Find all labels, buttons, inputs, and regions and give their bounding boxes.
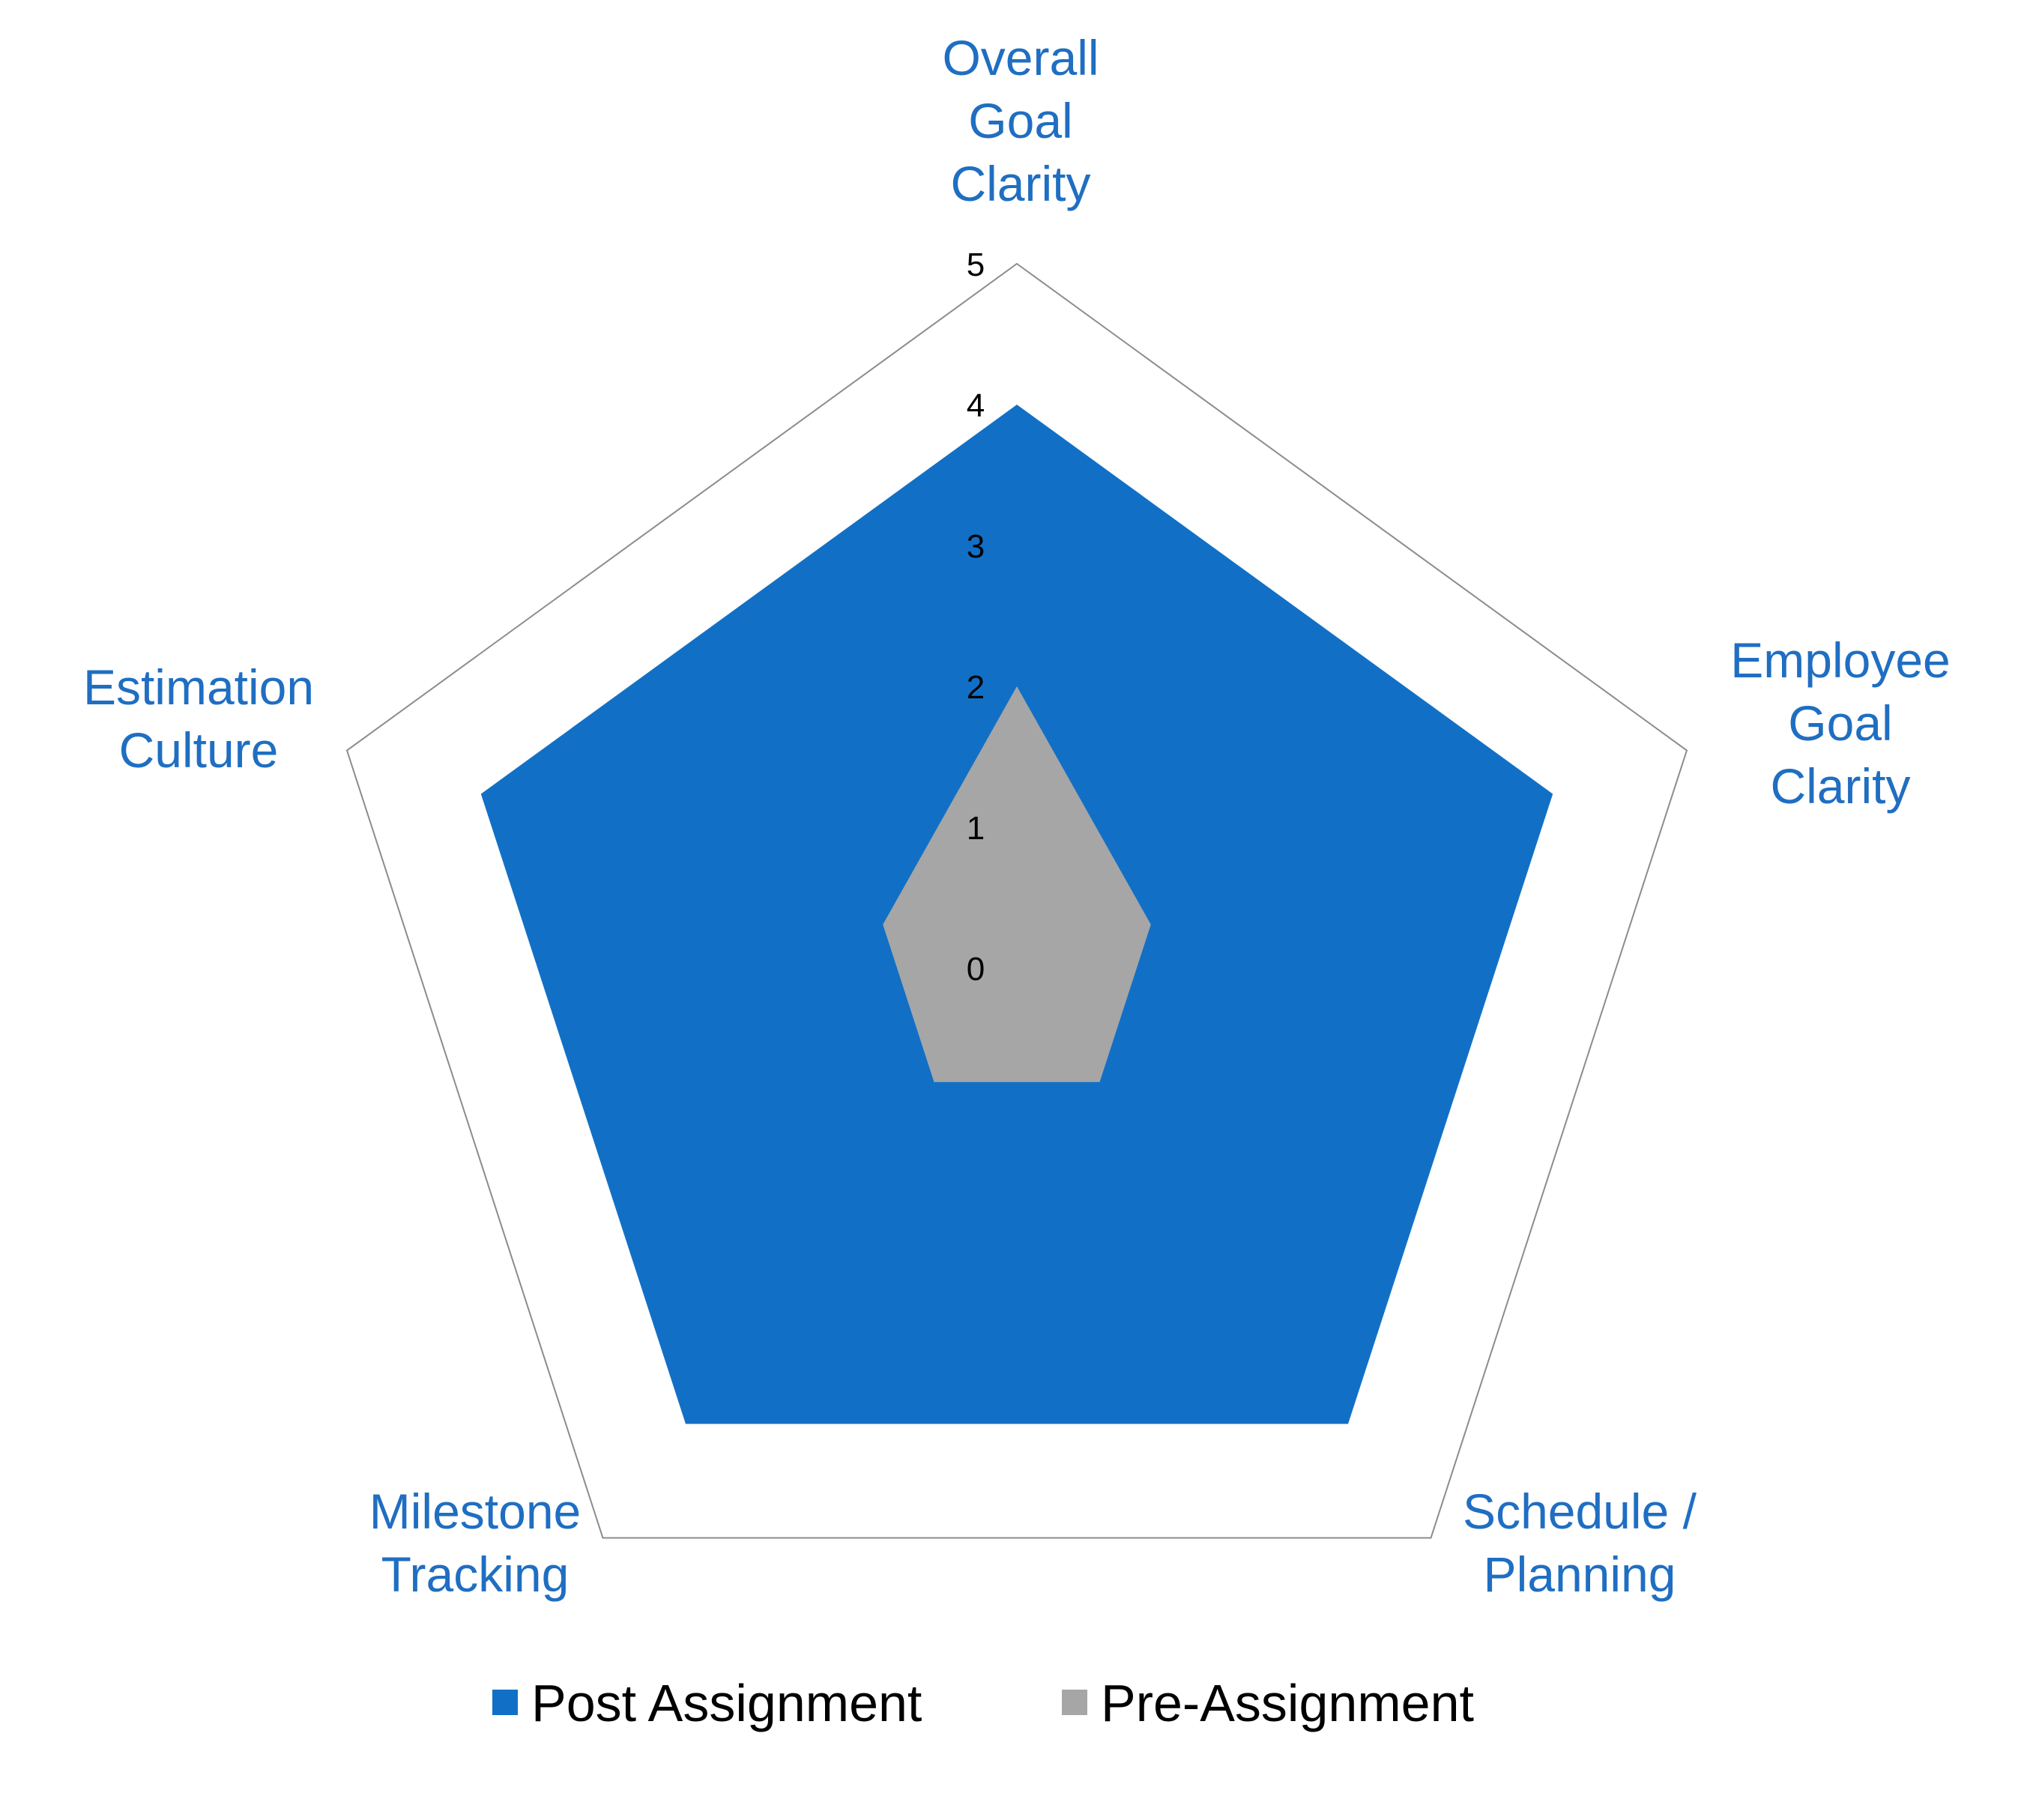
outer-grid-ring (345, 262, 1688, 1539)
tick-label-4: 4 (967, 387, 985, 424)
legend: Post Assignment Pre-Assignment (492, 1674, 1474, 1732)
series-layer (480, 405, 1553, 1424)
grid-layer (345, 262, 1688, 1539)
tick-label-5: 5 (967, 247, 985, 283)
legend-swatch-pre-assignment (1062, 1690, 1087, 1715)
tick-label-0: 0 (967, 951, 985, 988)
category-label-milestone-tracking: Milestone Tracking (369, 1484, 581, 1602)
series-area-pre-assignment (883, 686, 1151, 1083)
tick-label-2: 2 (967, 669, 985, 706)
legend-label-post-assignment: Post Assignment (531, 1674, 922, 1732)
category-label-employee-goal-clarity: Employee Goal Clarity (1730, 632, 1951, 814)
legend-swatch-post-assignment (492, 1690, 518, 1715)
category-label-estimation-culture: Estimation Culture (83, 659, 314, 778)
tick-label-1: 1 (967, 810, 985, 847)
category-label-schedule-planning: Schedule / Planning (1463, 1484, 1697, 1602)
legend-label-pre-assignment: Pre-Assignment (1101, 1674, 1474, 1732)
tick-label-3: 3 (967, 528, 985, 565)
category-label-overall-goal-clarity: Overall Goal Clarity (942, 30, 1099, 211)
tick-labels: 0 1 2 3 4 5 (967, 247, 985, 988)
category-labels: Overall Goal Clarity Employee Goal Clarity Sch… (83, 30, 1951, 1602)
